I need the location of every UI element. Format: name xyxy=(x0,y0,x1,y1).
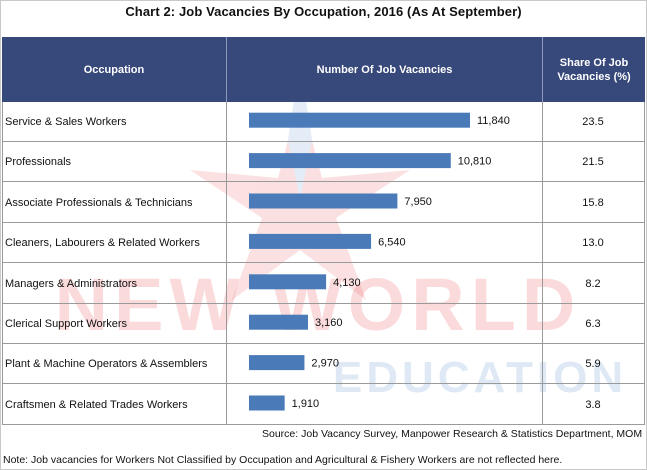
bar xyxy=(249,355,305,371)
share-value: 23.5 xyxy=(582,116,604,128)
bar xyxy=(249,233,372,249)
occupation-label: Professionals xyxy=(5,156,72,169)
table-border-right xyxy=(644,102,645,425)
table-row: Craftsmen & Related Trades Workers 3.8 xyxy=(2,385,645,425)
table-row: Professionals 21.5 xyxy=(2,142,645,183)
column-header-share: Share Of Job Vacancies (%) xyxy=(543,37,645,102)
bar-value-label: 4,130 xyxy=(333,277,361,289)
share-value: 13.0 xyxy=(582,237,604,250)
share-value: 8.2 xyxy=(585,277,601,290)
table-row: Cleaners, Labourers & Related Workers 13.… xyxy=(2,223,645,264)
bar xyxy=(249,395,285,411)
table-divider-share xyxy=(542,102,543,425)
table-row: Plant & Machine Operators & Assemblers 5.… xyxy=(2,344,645,385)
bar-value-label: 10,810 xyxy=(458,156,492,168)
column-header-share-line2: Vacancies (%) xyxy=(557,70,631,83)
share-value: 6.3 xyxy=(585,318,601,330)
column-header-vacancies: Number Of Job Vacancies xyxy=(316,63,453,76)
share-value: 3.8 xyxy=(585,398,601,411)
table-border-left xyxy=(2,102,3,425)
note-text: Note: Job vacancies for Workers Not Clas… xyxy=(3,454,563,466)
share-value: 5.9 xyxy=(585,358,601,371)
share-value: 21.5 xyxy=(582,156,604,169)
occupation-label: Cleaners, Labourers & Related Workers xyxy=(5,237,200,250)
bar xyxy=(249,112,470,128)
bar xyxy=(249,314,308,330)
table-row: Associate Professionals & Technicians 15.… xyxy=(2,183,645,223)
chart-title: Chart 2: Job Vacancies By Occupation, 20… xyxy=(125,4,522,19)
bar-value-label: 1,910 xyxy=(292,398,320,410)
table-row: Managers & Administrators 8.2 xyxy=(2,264,645,304)
share-value: 15.8 xyxy=(582,196,604,209)
table-divider-occupation xyxy=(226,102,227,425)
source-text: Source: Job Vacancy Survey, Manpower Res… xyxy=(262,428,643,440)
table-row: Service & Sales Workers 23.5 xyxy=(2,102,645,142)
bar-value-label: 3,160 xyxy=(315,317,343,329)
occupation-label: Associate Professionals & Technicians xyxy=(5,196,193,209)
column-header-share-line1: Share Of Job xyxy=(559,56,629,69)
bar-value-label: 6,540 xyxy=(378,236,406,248)
occupation-label: Clerical Support Workers xyxy=(5,318,128,330)
occupation-label: Service & Sales Workers xyxy=(5,116,127,128)
occupation-label: Craftsmen & Related Trades Workers xyxy=(5,398,188,411)
bar-value-label: 7,950 xyxy=(404,196,432,208)
bar xyxy=(249,193,398,209)
column-header-occupation: Occupation xyxy=(83,63,145,76)
bar-value-label: 11,840 xyxy=(477,115,510,127)
table-row: Clerical Support Workers 6.3 xyxy=(2,304,645,344)
bar-value-label: 2,970 xyxy=(311,358,339,370)
occupation-label: Plant & Machine Operators & Assemblers xyxy=(5,358,208,371)
table-body: Service & Sales Workers 23.5 Professionals… xyxy=(2,102,645,425)
bar xyxy=(249,274,327,290)
occupation-label: Managers & Administrators xyxy=(5,277,138,290)
bar xyxy=(249,153,451,169)
table-header: Occupation Number Of Job Vacancies Share… xyxy=(2,37,645,102)
